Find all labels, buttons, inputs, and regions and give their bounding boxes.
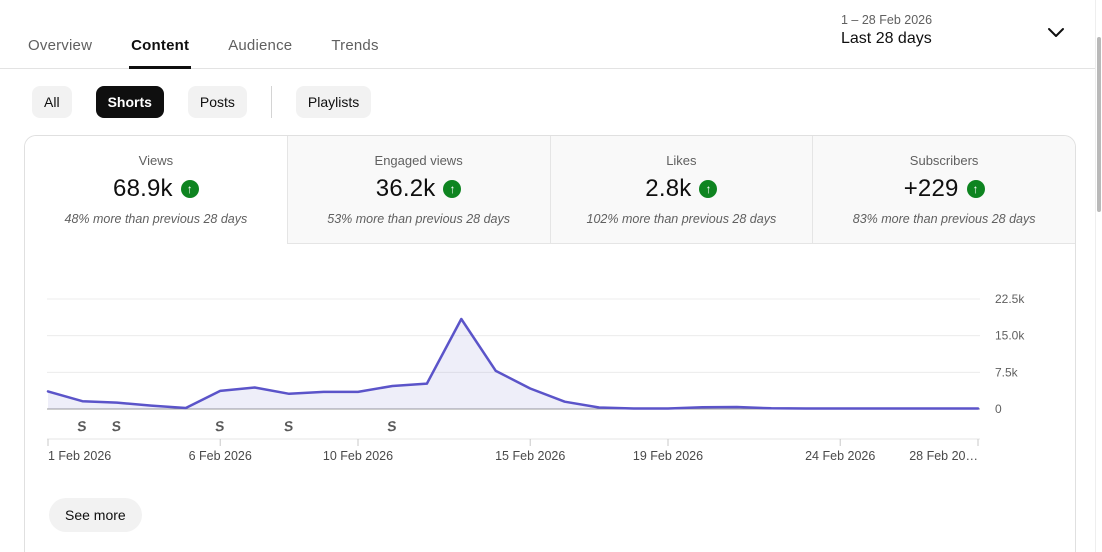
y-axis-tick-label: 0 xyxy=(995,402,1002,416)
chip-posts-label: Posts xyxy=(199,94,235,110)
x-axis-tick-label: 10 Feb 2026 xyxy=(323,449,393,463)
metric-card-engaged-views[interactable]: Engaged views 36.2k ↑ 53% more than prev… xyxy=(286,136,550,244)
trend-up-icon: ↑ xyxy=(699,180,718,198)
chips-divider xyxy=(270,86,272,118)
metric-card-likes[interactable]: Likes 2.8k ↑ 102% more than previous 28 … xyxy=(549,136,813,244)
y-axis-tick-label: 22.5k xyxy=(995,292,1025,306)
chip-all-label: All xyxy=(44,94,60,110)
tab-overview[interactable]: Overview xyxy=(28,22,92,69)
chip-playlists-label: Playlists xyxy=(307,94,360,110)
metric-value: +229 xyxy=(903,175,959,202)
date-preset-text: Last 28 days xyxy=(841,30,932,47)
chip-playlists[interactable]: Playlists xyxy=(295,86,372,118)
scrollbar-track xyxy=(1095,0,1102,552)
chip-all[interactable]: All xyxy=(32,86,72,118)
metric-note: 83% more than previous 28 days xyxy=(852,212,1036,226)
trend-up-icon: ↑ xyxy=(443,180,462,198)
tab-audience[interactable]: Audience xyxy=(228,22,292,69)
metric-value: 2.8k xyxy=(645,175,692,202)
metric-label: Subscribers xyxy=(909,153,979,168)
see-more-button[interactable]: See more xyxy=(49,498,142,532)
views-area-fill xyxy=(48,319,978,409)
views-line xyxy=(46,317,980,410)
x-axis-tick-label: 19 Feb 2026 xyxy=(633,449,703,463)
metric-label: Likes xyxy=(666,153,697,168)
analytics-header: Overview Content Audience Trends 1 – 28 … xyxy=(0,0,1102,69)
metric-value: 68.9k xyxy=(113,175,173,202)
y-axis-tick-label: 7.5k xyxy=(995,365,1019,379)
tab-trends[interactable]: Trends xyxy=(331,22,378,69)
chevron-down-icon[interactable] xyxy=(1046,26,1066,40)
content-type-filter: All Shorts Posts Playlists xyxy=(32,86,372,118)
chip-shorts[interactable]: Shorts xyxy=(95,86,164,118)
x-axis-tick-label: 1 Feb 2026 xyxy=(48,449,111,463)
views-chart-area: 22.5k 15.0k 7.5k 0 S S S S S 1 Feb 2026 6 Feb 2026… xyxy=(25,244,1075,498)
date-range-text: 1 – 28 Feb 2026 xyxy=(841,13,933,27)
shorts-marker-icon[interactable]: S xyxy=(283,417,295,434)
analytics-card: Views 68.9k ↑ 48% more than previous 28 … xyxy=(24,135,1076,552)
chip-shorts-label: Shorts xyxy=(107,94,152,110)
tab-trends-label: Trends xyxy=(331,37,379,54)
metric-label: Views xyxy=(138,153,174,168)
trend-up-icon: ↑ xyxy=(180,180,199,198)
x-axis-tick-label: 15 Feb 2026 xyxy=(495,449,565,463)
tab-content[interactable]: Content xyxy=(129,22,192,69)
shorts-marker-icon[interactable]: S xyxy=(214,417,226,434)
shorts-marker-icon[interactable]: S xyxy=(110,417,122,434)
metric-label: Engaged views xyxy=(374,153,463,168)
chip-posts[interactable]: Posts xyxy=(187,86,247,118)
metric-note: 102% more than previous 28 days xyxy=(586,212,777,226)
metric-card-subscribers[interactable]: Subscribers +229 ↑ 83% more than previou… xyxy=(812,136,1075,244)
metric-note: 53% more than previous 28 days xyxy=(327,212,510,226)
trend-up-icon: ↑ xyxy=(966,180,985,198)
date-range-picker[interactable]: 1 – 28 Feb 2026 Last 28 days xyxy=(841,13,932,48)
y-axis-tick-label: 15.0k xyxy=(995,329,1025,343)
metric-card-views[interactable]: Views 68.9k ↑ 48% more than previous 28 … xyxy=(25,136,287,244)
metric-cards-row: Views 68.9k ↑ 48% more than previous 28 … xyxy=(25,136,1075,244)
scrollbar-thumb[interactable] xyxy=(1097,37,1101,212)
x-axis-tick-label: 28 Feb 20… xyxy=(909,449,978,463)
metric-note: 48% more than previous 28 days xyxy=(64,212,248,226)
metric-value: 36.2k xyxy=(375,175,436,202)
x-axis-tick-label: 6 Feb 2026 xyxy=(189,449,252,463)
shorts-marker-icon[interactable]: S xyxy=(386,417,398,434)
shorts-marker-icon[interactable]: S xyxy=(76,417,88,434)
analytics-tabs: Overview Content Audience Trends xyxy=(28,22,379,69)
views-chart[interactable]: 22.5k 15.0k 7.5k 0 S S S S S 1 Feb 2026 6 Feb 2026… xyxy=(25,244,1075,498)
tab-overview-label: Overview xyxy=(28,37,93,54)
x-axis-tick-label: 24 Feb 2026 xyxy=(805,449,875,463)
tab-audience-label: Audience xyxy=(228,37,293,54)
tab-content-label: Content xyxy=(131,37,190,54)
